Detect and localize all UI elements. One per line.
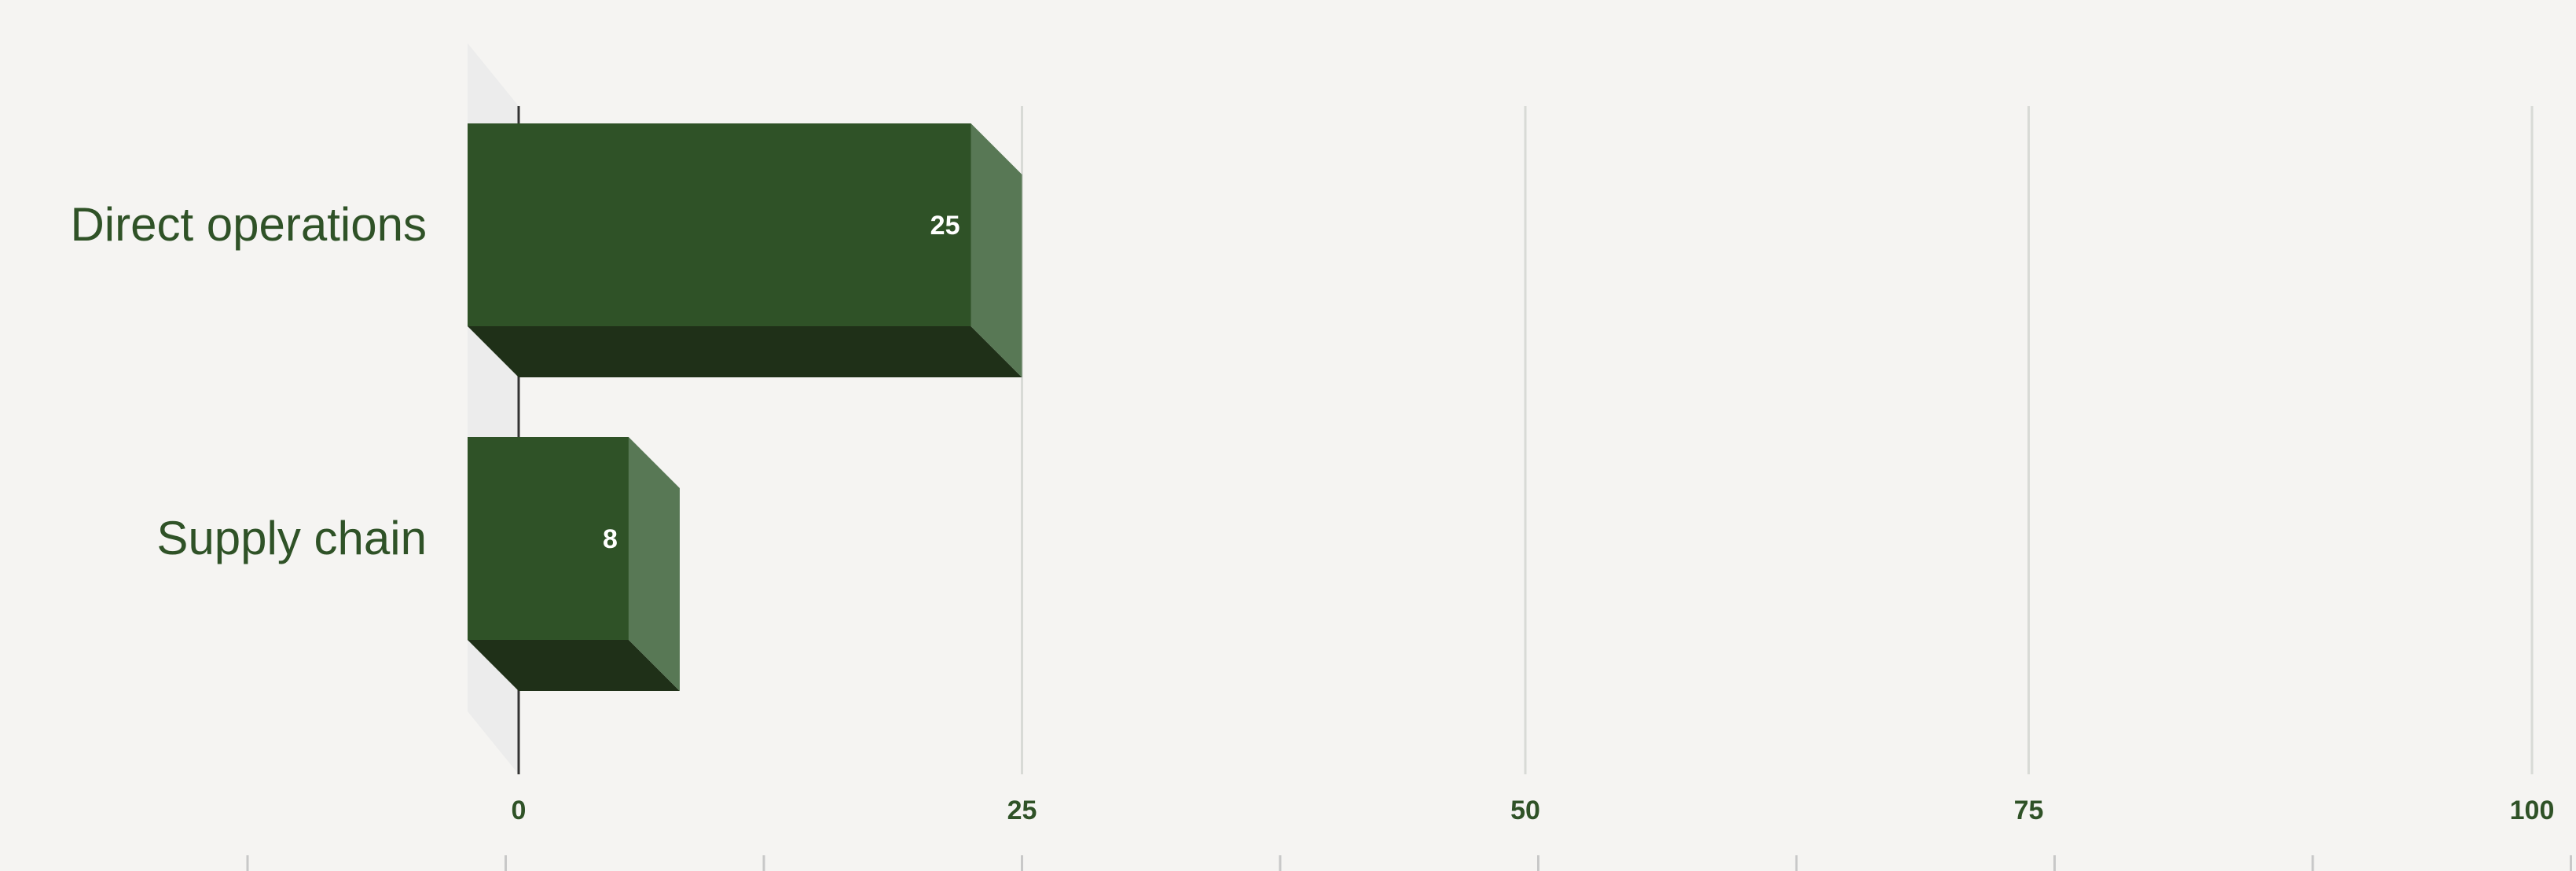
bar-side-face <box>628 437 680 691</box>
x-tick-label: 100 <box>2510 796 2555 825</box>
data-label: 25 <box>930 211 960 241</box>
bar-bottom-face <box>468 640 680 691</box>
category-label: Supply chain <box>156 512 427 564</box>
x-tick-label: 50 <box>1510 796 1540 825</box>
category-label: Direct operations <box>70 198 427 251</box>
x-tick-label: 75 <box>2014 796 2044 825</box>
bar-bottom-face <box>468 326 1022 377</box>
x-tick-label: 25 <box>1007 796 1037 825</box>
gridlines <box>1021 106 2534 774</box>
bar-front-face <box>468 437 629 640</box>
bar-2 <box>468 437 680 691</box>
data-label: 8 <box>603 524 618 554</box>
bar-side-face <box>971 123 1022 377</box>
bar-1 <box>468 123 1022 377</box>
labels: 25 Direct operations 8 Supply chain 0 25 50 75 1… <box>70 198 2554 825</box>
x-tick-label: 0 <box>512 796 527 825</box>
bar-front-face <box>468 123 971 326</box>
bars <box>468 123 1022 691</box>
